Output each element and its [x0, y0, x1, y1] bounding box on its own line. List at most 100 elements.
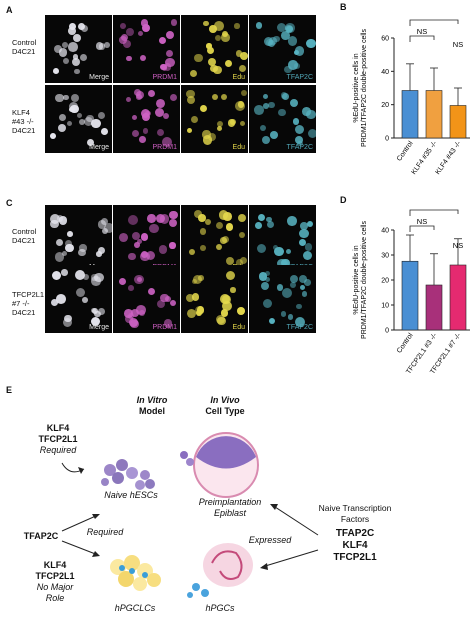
- cell-nucleus: [209, 25, 217, 33]
- cell-nucleus: [80, 25, 89, 33]
- cell-nucleus: [76, 112, 82, 118]
- cell-nucleus: [217, 120, 224, 127]
- cell-nucleus: [207, 132, 216, 141]
- cell-nucleus: [191, 293, 200, 301]
- cell-nucleus: [225, 223, 234, 231]
- cell-nucleus: [50, 213, 61, 224]
- cell-nucleus: [282, 288, 293, 298]
- cell-nucleus: [156, 99, 165, 109]
- bar: [401, 90, 419, 139]
- cell-nucleus: [135, 90, 145, 100]
- cell-nucleus: [299, 285, 305, 291]
- cell-nucleus: [269, 317, 276, 324]
- cell-nucleus: [62, 42, 68, 49]
- cell-nucleus: [306, 221, 313, 228]
- cell-nucleus: [104, 42, 111, 49]
- cell-nucleus: [165, 30, 175, 40]
- cell-nucleus: [294, 46, 304, 56]
- cell-nucleus: [169, 299, 176, 306]
- cell-nucleus: [222, 235, 230, 244]
- cell-nucleus: [68, 26, 76, 35]
- row-label-line: Control: [12, 227, 37, 236]
- row-label-line: D4C21: [12, 308, 36, 317]
- micrograph-prdm1: PRDM1: [113, 85, 180, 153]
- cell-nucleus: [261, 282, 270, 291]
- cell-nucleus: [202, 134, 213, 145]
- naive-tf-line2: Factors: [340, 514, 370, 524]
- channel-label: Edu: [232, 324, 245, 331]
- required-top-label: Required: [39, 445, 77, 455]
- cell-nucleus: [63, 57, 70, 64]
- cell-nucleus: [142, 128, 149, 134]
- micrograph-merge: Merge: [45, 205, 112, 273]
- in-vivo-subtitle: Cell Type: [205, 406, 245, 416]
- cell-nucleus: [78, 248, 87, 257]
- cell-nucleus: [298, 274, 308, 284]
- cell-nucleus: [160, 293, 169, 303]
- cell-nucleus: [299, 238, 307, 247]
- cell-nucleus: [72, 54, 78, 60]
- cell-nucleus: [169, 210, 178, 220]
- row-label-line: KLF4: [12, 108, 30, 117]
- cell-nucleus: [235, 259, 244, 267]
- cell-nucleus: [219, 293, 230, 304]
- micrograph-edu: Edu: [181, 15, 248, 83]
- cell-nucleus: [125, 27, 135, 37]
- cell-nucleus: [120, 23, 126, 30]
- tfcp2l1-top-label: TFCP2L1: [38, 434, 78, 444]
- micrograph-prdm1: PRDM1: [113, 265, 180, 333]
- cell-nucleus: [237, 213, 246, 222]
- micrograph-prdm1: PRDM1: [113, 15, 180, 83]
- bar: [449, 105, 467, 139]
- cell-nucleus: [127, 215, 138, 226]
- micrograph-edu: Edu: [181, 205, 248, 273]
- sig-bracket-inner: [409, 35, 435, 42]
- cell-nucleus: [169, 93, 178, 102]
- cell-nucleus: [277, 284, 284, 291]
- cell-nucleus: [219, 210, 229, 220]
- cell-nucleus: [226, 270, 236, 280]
- micrograph-merge: Merge: [45, 15, 112, 83]
- cell-nucleus: [186, 89, 195, 99]
- cell-nucleus: [145, 250, 156, 260]
- cell-nucleus: [91, 276, 101, 286]
- cell-nucleus: [82, 274, 89, 281]
- tfcp2l1-bottom-label: TFCP2L1: [35, 571, 75, 581]
- cell-nucleus: [221, 309, 229, 317]
- y-tick-label: 0: [385, 136, 389, 143]
- panel-letter-c: C: [6, 198, 13, 208]
- cell-nucleus: [126, 55, 132, 61]
- sig-label: NS: [453, 241, 463, 250]
- channel-label: Edu: [232, 74, 245, 81]
- cell-nucleus: [210, 64, 218, 73]
- hpgcs-label: hPGCs: [205, 603, 235, 613]
- micrograph-merge: Merge: [45, 265, 112, 333]
- cell-nucleus: [162, 112, 170, 120]
- panel-letter-e: E: [6, 385, 13, 395]
- cell-nucleus: [281, 30, 290, 40]
- row-label-line: TFCP2L1: [12, 290, 45, 299]
- cell-nucleus: [148, 89, 156, 98]
- sig-label: NS: [453, 40, 463, 49]
- cell-nucleus: [52, 67, 59, 74]
- cell-nucleus: [169, 218, 178, 227]
- y-tick-label: 30: [381, 253, 389, 260]
- channel-label: Merge: [89, 144, 109, 151]
- y-tick-label: 40: [381, 228, 389, 235]
- cell-nucleus: [302, 250, 313, 261]
- cell-nucleus: [161, 137, 172, 148]
- micrograph-edu: Edu: [181, 265, 248, 333]
- cell-nucleus: [156, 128, 164, 136]
- sig-label: NS: [417, 217, 427, 226]
- cell-nucleus: [147, 214, 156, 223]
- cell-nucleus: [137, 30, 143, 37]
- cell-nucleus: [149, 224, 159, 234]
- cell-nucleus: [186, 127, 193, 134]
- row-label-line: Control: [12, 38, 37, 47]
- cell-nucleus: [262, 136, 271, 145]
- cell-nucleus: [213, 66, 222, 75]
- bar: [401, 260, 419, 331]
- cell-nucleus: [64, 239, 72, 247]
- cell-nucleus: [304, 279, 311, 286]
- tf-right-3: TFCP2L1: [333, 552, 377, 563]
